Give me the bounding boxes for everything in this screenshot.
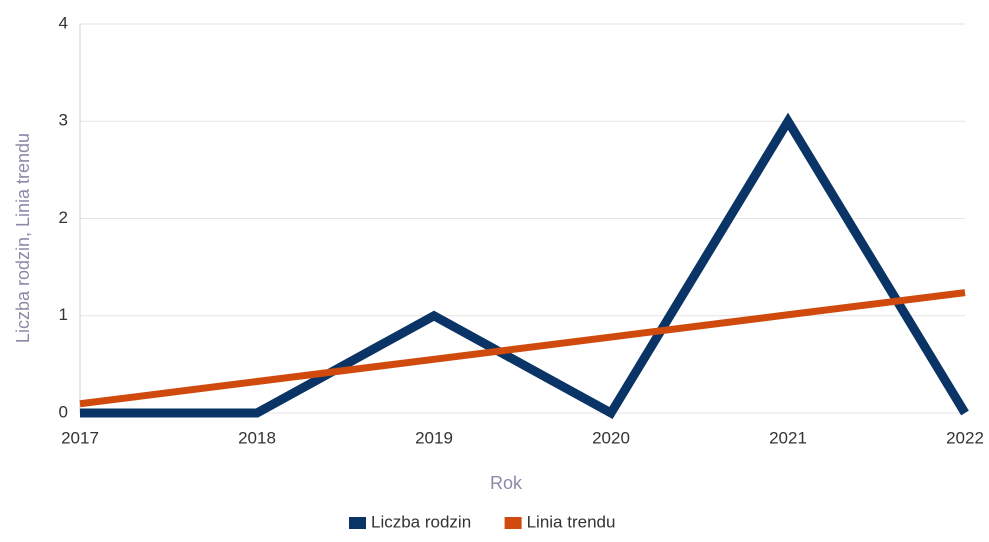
legend-label: Linia trendu <box>527 512 616 531</box>
y-tick-label: 3 <box>59 111 68 130</box>
x-tick-label: 2019 <box>415 428 453 447</box>
y-tick-label: 2 <box>59 208 68 227</box>
x-tick-label: 2020 <box>592 428 630 447</box>
x-tick-label: 2018 <box>238 428 276 447</box>
x-axis-label: Rok <box>490 473 523 493</box>
legend-swatch <box>504 517 522 529</box>
legend-swatch <box>349 517 366 529</box>
x-tick-label: 2021 <box>769 428 807 447</box>
y-tick-label: 1 <box>59 305 68 324</box>
y-axis-label: Liczba rodzin, Linia trendu <box>13 133 33 343</box>
legend-label: Liczba rodzin <box>371 512 471 531</box>
y-tick-label: 4 <box>59 13 68 32</box>
series-line <box>80 112 969 420</box>
y-tick-label: 0 <box>59 402 68 421</box>
x-tick-label: 2017 <box>61 428 99 447</box>
x-tick-label: 2022 <box>946 428 984 447</box>
series-line <box>79 289 966 408</box>
